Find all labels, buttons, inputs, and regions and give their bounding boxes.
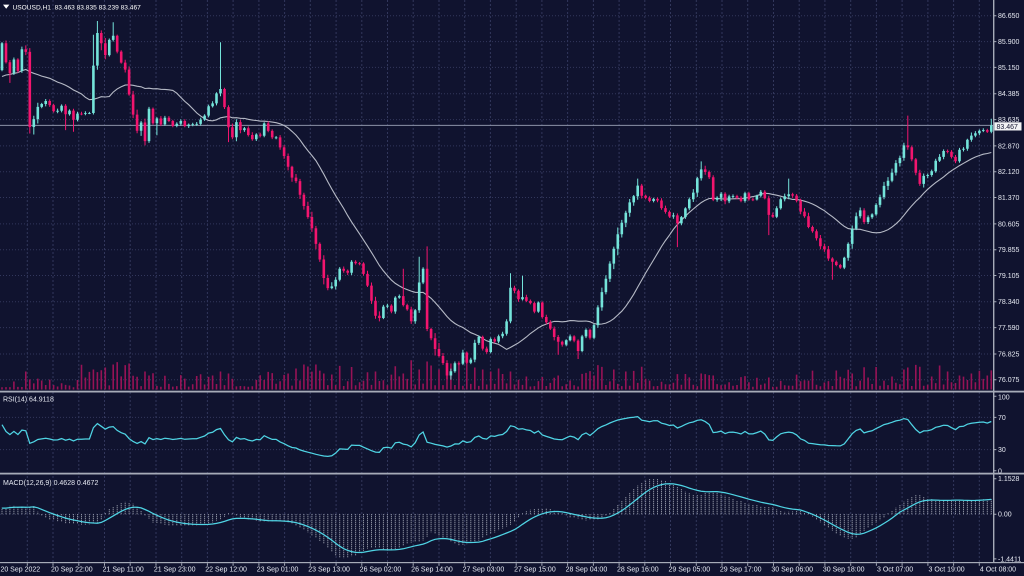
svg-text:83.635: 83.635 — [998, 117, 1020, 124]
svg-text:21 Sep 11:00: 21 Sep 11:00 — [103, 567, 144, 574]
svg-text:20 Sep 2022: 20 Sep 2022 — [0, 567, 40, 574]
svg-text:0.00: 0.00 — [998, 512, 1012, 519]
svg-text:100: 100 — [998, 395, 1010, 402]
svg-text:4 Oct 08:00: 4 Oct 08:00 — [980, 567, 1016, 574]
svg-text:27 Sep 03:00: 27 Sep 03:00 — [463, 567, 505, 574]
svg-text:79.855: 79.855 — [998, 247, 1020, 254]
svg-text:28 Sep 04:00: 28 Sep 04:00 — [566, 567, 608, 574]
svg-text:79.105: 79.105 — [998, 273, 1020, 280]
svg-text:83.467: 83.467 — [997, 124, 1019, 131]
svg-text:30 Sep 18:00: 30 Sep 18:00 — [823, 567, 865, 574]
svg-text:26 Sep 02:00: 26 Sep 02:00 — [360, 567, 402, 574]
svg-text:84.385: 84.385 — [998, 91, 1020, 98]
svg-text:85.150: 85.150 — [998, 65, 1020, 72]
svg-text:76.825: 76.825 — [998, 351, 1020, 358]
svg-text:81.370: 81.370 — [998, 195, 1020, 202]
svg-text:29 Sep 17:00: 29 Sep 17:00 — [720, 567, 762, 574]
svg-text:78.340: 78.340 — [998, 299, 1020, 306]
svg-text:1.1528: 1.1528 — [998, 476, 1020, 483]
svg-text:22 Sep 12:00: 22 Sep 12:00 — [205, 567, 247, 574]
svg-text:21 Sep 23:00: 21 Sep 23:00 — [154, 567, 196, 574]
svg-text:USOUSD,H1 83.463 83.835 83.23: USOUSD,H1 83.463 83.835 83.239 83.467 — [13, 4, 142, 11]
svg-text:23 Sep 01:00: 23 Sep 01:00 — [257, 567, 299, 574]
svg-text:28 Sep 16:00: 28 Sep 16:00 — [617, 567, 659, 574]
svg-text:30 Sep 06:00: 30 Sep 06:00 — [771, 567, 813, 574]
svg-text:27 Sep 15:00: 27 Sep 15:00 — [514, 567, 556, 574]
svg-text:RSI(14) 64.9118: RSI(14) 64.9118 — [3, 396, 54, 403]
svg-text:82.870: 82.870 — [998, 143, 1020, 150]
svg-text:23 Sep 13:00: 23 Sep 13:00 — [308, 567, 350, 574]
svg-text:3 Oct 07:00: 3 Oct 07:00 — [877, 567, 913, 574]
svg-text:-1.4411: -1.4411 — [998, 556, 1021, 563]
svg-text:70: 70 — [998, 415, 1006, 422]
svg-text:26 Sep 14:00: 26 Sep 14:00 — [411, 567, 453, 574]
svg-text:29 Sep 05:00: 29 Sep 05:00 — [668, 567, 710, 574]
svg-text:85.900: 85.900 — [998, 39, 1020, 46]
svg-text:20 Sep 22:00: 20 Sep 22:00 — [51, 567, 93, 574]
svg-text:30: 30 — [998, 447, 1006, 454]
svg-text:82.120: 82.120 — [998, 169, 1020, 176]
svg-text:77.590: 77.590 — [998, 325, 1020, 332]
svg-text:3 Oct 19:00: 3 Oct 19:00 — [928, 567, 964, 574]
svg-text:86.650: 86.650 — [998, 13, 1020, 20]
svg-text:76.075: 76.075 — [998, 377, 1020, 384]
svg-text:0: 0 — [998, 469, 1002, 476]
svg-text:80.605: 80.605 — [998, 221, 1020, 228]
svg-text:MACD(12,26,9) 0.4628 0.4672: MACD(12,26,9) 0.4628 0.4672 — [3, 480, 98, 487]
